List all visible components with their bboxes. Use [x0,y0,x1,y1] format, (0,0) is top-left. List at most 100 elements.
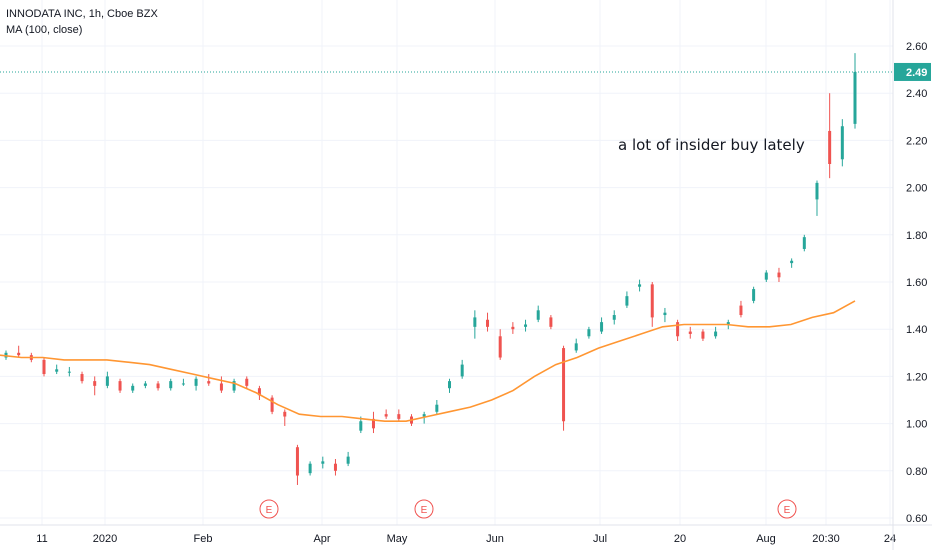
candle [207,374,211,386]
x-tick-label: 20:30 [812,533,840,545]
candle [219,376,223,393]
candle [612,310,616,325]
earnings-event-marker: E [414,499,434,519]
candle [562,345,566,431]
candle [80,371,84,384]
last-price-badge [894,62,931,81]
earnings-event-label: E [784,505,791,516]
earnings-event-label: E [421,505,428,516]
candle [270,395,274,415]
candle [473,310,477,339]
candle [815,180,819,216]
y-tick-label: 0.60 [906,513,927,525]
earnings-event-marker: E [777,499,797,519]
candle [283,409,287,426]
candle [17,345,21,358]
candle [131,383,135,393]
candle [156,381,160,391]
x-tick-label: Jul [593,533,607,545]
candle [321,456,325,469]
candle [828,93,832,179]
candle [714,326,718,339]
y-tick-label: 2.20 [906,135,927,147]
x-tick-label: 24 [884,533,896,545]
x-tick-label: Feb [194,533,213,545]
candle [600,317,604,334]
ma-series [0,300,856,423]
x-tick-label: Jun [486,533,504,545]
chart-annotation[interactable]: a lot of insider buy lately [618,136,805,154]
x-tick-label: Aug [756,533,776,545]
ma-line [0,300,856,423]
candle [764,270,768,282]
y-tick-label: 2.00 [906,183,927,195]
grid-lines [0,0,893,525]
candle [638,279,642,292]
candle [460,359,464,379]
candle [118,378,122,393]
candle [143,381,147,389]
candle [511,322,515,334]
candle [194,376,198,391]
candle [435,400,439,415]
candle [105,371,109,389]
candle [549,315,553,330]
y-tick-label: 1.20 [906,371,927,383]
y-tick-label: 2.60 [906,41,927,53]
candle [650,282,654,327]
candle [333,459,337,476]
candle [524,319,528,332]
candle [55,364,59,375]
x-tick-label: 20 [674,533,686,545]
candle [625,291,629,308]
candle [232,378,236,393]
candles-series [4,53,857,485]
candle [346,451,350,467]
candle [486,312,490,332]
candle [587,326,591,339]
y-tick-label: 1.60 [906,277,927,289]
candle [93,376,97,396]
y-tick-label: 1.00 [906,419,927,431]
candle [257,385,261,400]
candle [802,234,806,252]
last-price-label: 2.49 [906,67,927,79]
x-tick-label: 2020 [93,533,117,545]
legend-symbol[interactable]: INNODATA INC, 1h, Cboe BZX [6,8,158,20]
y-tick-label: 0.80 [906,466,927,478]
y-tick-label: 2.40 [906,88,927,100]
candle [448,378,452,393]
y-tick-label: 1.40 [906,324,927,336]
candle [384,409,388,419]
earnings-event-label: E [266,505,273,516]
candle [663,307,667,323]
candle [371,411,375,434]
candle [853,53,857,129]
y-tick-label: 1.80 [906,230,927,242]
candle [67,366,71,377]
candle [397,409,401,422]
candle [308,461,312,476]
candle [676,319,680,341]
candle [574,338,578,353]
candle [181,378,185,386]
candle [840,119,844,167]
candle [42,357,46,377]
candle [701,329,705,341]
last-price-line: 2.49 [0,62,931,81]
candle [777,267,781,282]
candle [295,444,299,485]
candle [739,300,743,318]
candle [688,326,692,339]
earnings-event-marker: E [259,499,279,519]
candle [498,329,502,360]
legend-indicator[interactable]: MA (100, close) [6,24,83,36]
x-tick-label: 11 [36,533,47,545]
candle [169,378,173,391]
candle [752,286,756,304]
candle [245,376,249,389]
x-tick-label: May [387,533,408,545]
candle [790,258,794,268]
